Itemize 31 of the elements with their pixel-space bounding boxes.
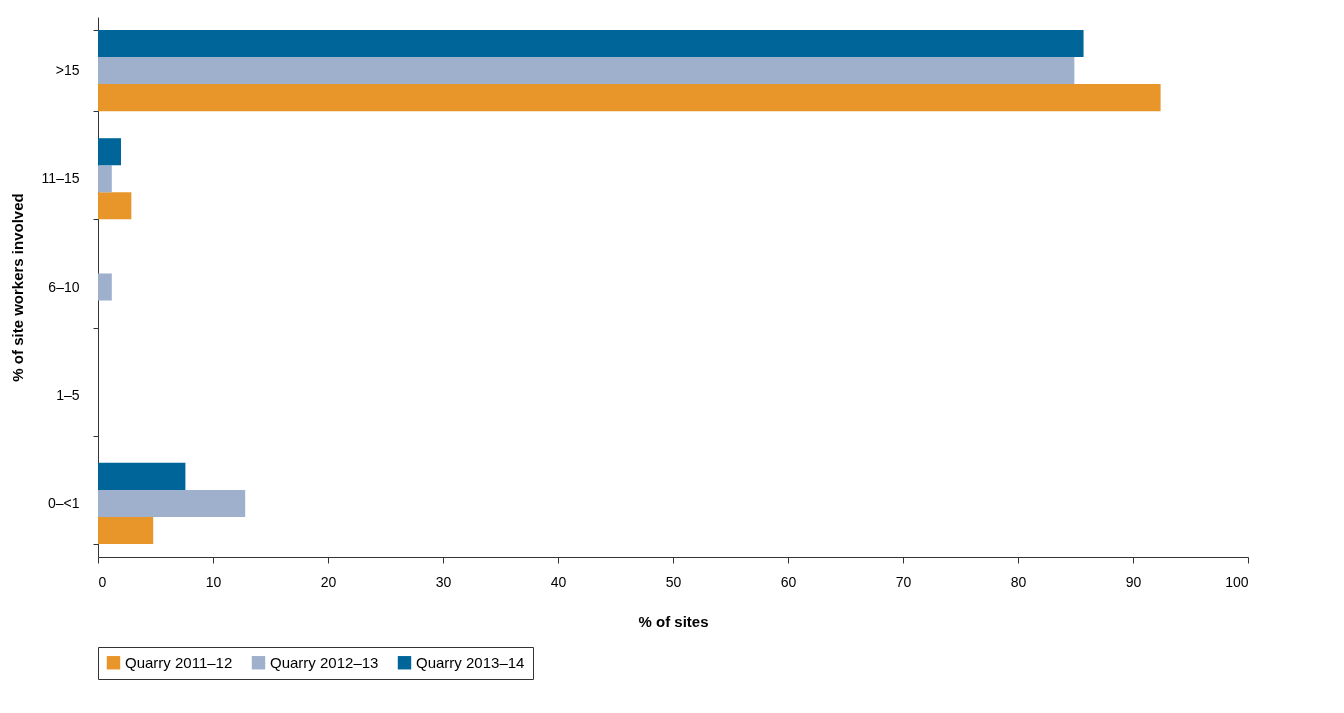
x-tick-label: 100 xyxy=(1225,573,1249,590)
legend-label: Quarry 2011–12 xyxy=(125,653,233,671)
x-tick-label: 0 xyxy=(98,573,107,590)
bar xyxy=(98,138,121,166)
x-tick-label: 50 xyxy=(665,573,682,590)
bar xyxy=(98,29,1084,58)
x-tick-label: 40 xyxy=(550,573,567,590)
y-tick-label: 0–<1 xyxy=(47,494,80,511)
x-tick-label: 10 xyxy=(205,573,222,590)
bar xyxy=(98,462,186,490)
x-tick-label: 70 xyxy=(895,573,912,590)
bar xyxy=(98,273,112,301)
x-tick-label: 90 xyxy=(1125,573,1142,590)
legend-label: Quarry 2013–14 xyxy=(416,653,525,671)
x-tick-label: 20 xyxy=(320,573,337,590)
bar xyxy=(98,57,1075,85)
legend-label: Quarry 2012–13 xyxy=(270,653,379,671)
y-tick-label: 6–10 xyxy=(48,278,80,295)
x-tick-label: 30 xyxy=(435,573,452,590)
y-tick-label: 11–15 xyxy=(41,170,80,187)
bar xyxy=(98,165,112,193)
bar xyxy=(98,516,154,545)
y-tick-label: >15 xyxy=(55,62,80,79)
y-tick-label: 1–5 xyxy=(56,386,80,403)
bar xyxy=(98,489,246,517)
x-tick-label: 80 xyxy=(1010,573,1027,590)
bar xyxy=(98,84,1161,112)
x-axis-title: % of sites xyxy=(638,612,709,630)
y-axis-title: % of site workers involved xyxy=(8,193,26,382)
x-tick-label: 60 xyxy=(780,573,797,590)
bar xyxy=(98,192,132,220)
